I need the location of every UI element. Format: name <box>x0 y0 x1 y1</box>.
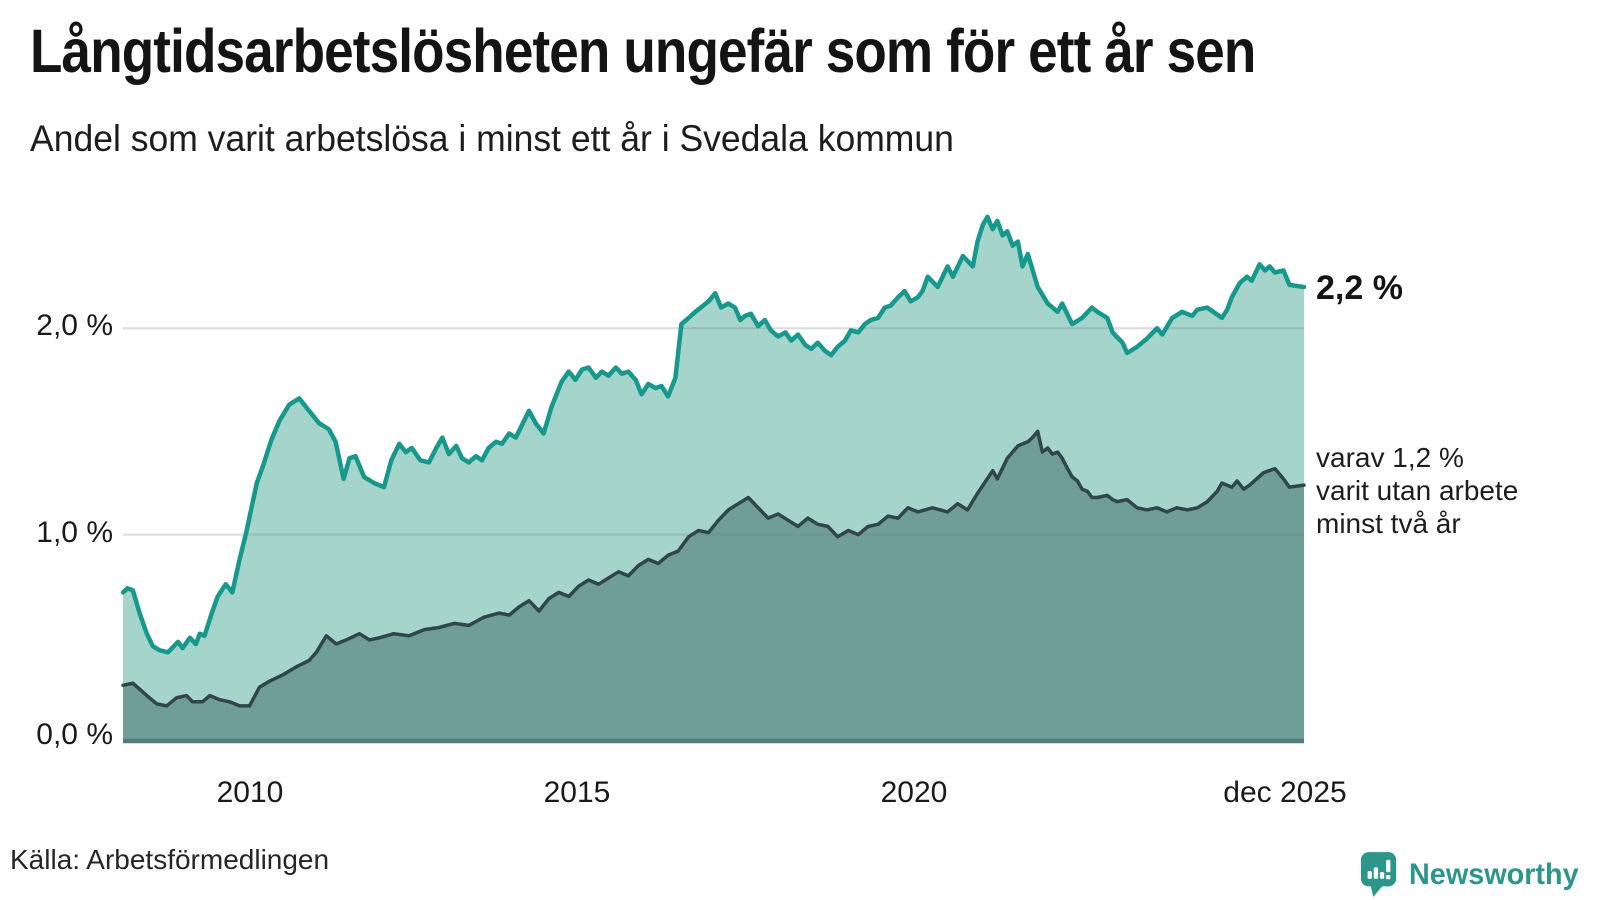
annotation-line-1: varav 1,2 % <box>1316 442 1464 473</box>
x-axis-label-2010: 2010 <box>216 776 284 809</box>
current-value-two-years: varav 1,2 % varit utan arbete minst två … <box>1316 441 1518 540</box>
two-year-area-fill <box>123 431 1304 741</box>
x-axis-label-dec-2025: dec 2025 <box>1223 776 1347 809</box>
total-line <box>120 214 1307 655</box>
y-axis-label-2: 2,0 % <box>36 309 113 342</box>
x-axis-label-2015: 2015 <box>543 776 611 809</box>
page-subtitle: Andel som varit arbetslösa i minst ett å… <box>30 118 954 159</box>
x-axis-label-2020: 2020 <box>880 776 948 809</box>
annotation-line-2: varit utan arbete <box>1316 475 1519 506</box>
current-value-total: 2,2 % <box>1316 269 1403 307</box>
source-credit: Källa: Arbetsförmedlingen <box>10 844 330 875</box>
page-title: Långtidsarbetslösheten ungefär som för e… <box>30 17 1256 85</box>
annotation-line-3: minst två år <box>1316 508 1461 539</box>
y-axis-label-1: 1,0 % <box>36 516 113 549</box>
newsworthy-wordmark: Newsworthy <box>1409 857 1579 891</box>
y-axis-label-0: 0,0 % <box>36 718 113 751</box>
two-year-line <box>121 429 1306 708</box>
newsworthy-icon <box>1360 852 1397 897</box>
newsworthy-logo[interactable]: Newsworthy <box>1360 851 1586 898</box>
